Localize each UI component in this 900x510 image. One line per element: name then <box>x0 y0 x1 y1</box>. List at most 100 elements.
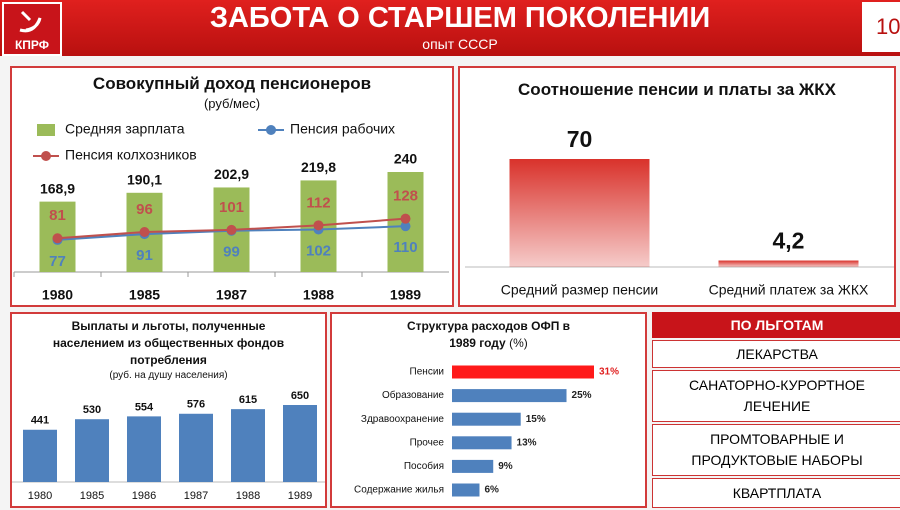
chart-title: Соотношение пенсии и платы за ЖКХ <box>518 80 836 99</box>
chart-subtitle: (руб/мес) <box>203 96 261 111</box>
chart-unit: (%) <box>509 336 528 350</box>
value-label: 219,8 <box>301 159 336 175</box>
benefit-item: КВАРТПЛАТА <box>652 478 900 508</box>
x-tick-label: 1988 <box>236 490 260 502</box>
header: КПРФ ЗАБОТА О СТАРШЕМ ПОКОЛЕНИИ опыт ССС… <box>0 0 900 56</box>
bar <box>231 409 265 482</box>
x-tick-label: 1985 <box>129 287 160 303</box>
value-label: 9% <box>498 461 513 472</box>
panel: 70 Средний размер пенсии 4,2 Средний платеж… <box>458 66 896 307</box>
benefits-title: ПО ЛЬГОТАМ <box>652 312 900 338</box>
y-tick-label: Здравоохранение <box>361 414 445 425</box>
bar <box>179 413 213 482</box>
page-number: 10 <box>862 2 900 52</box>
chart: 70 Средний размер пенсии 4,2 Средний платеж… <box>465 126 894 298</box>
value-label: 128 <box>393 188 418 205</box>
y-tick-label: Пенсии <box>410 367 444 378</box>
value-label: 31% <box>599 367 619 378</box>
value-label: 650 <box>291 390 309 402</box>
bar <box>127 416 161 482</box>
panel: Пенсии 31% Образование 25% Здравоохранение 15… <box>330 312 647 508</box>
legend-label: Пенсия рабочих <box>290 121 395 137</box>
bar <box>509 159 650 267</box>
value-label: 530 <box>83 404 101 416</box>
legend-label: Средняя зарплата <box>65 121 185 137</box>
logo: КПРФ <box>2 2 62 56</box>
value-label: 202,9 <box>214 166 249 182</box>
benefit-item: САНАТОРНО-КУРОРТНОЕ ЛЕЧЕНИЕ <box>652 370 900 422</box>
chart: 1980 1985 1987 1988 1989 Средняя зарплата 168,… <box>13 121 449 303</box>
x-tick-label: 1986 <box>132 490 156 502</box>
chart: Пенсии 31% Образование 25% Здравоохранение 15… <box>354 365 619 497</box>
value-label: 190,1 <box>127 171 162 187</box>
value-label: 110 <box>393 239 417 256</box>
value-label: 554 <box>135 401 154 413</box>
bar <box>452 483 480 497</box>
value-label: 13% <box>517 437 537 448</box>
value-label: 441 <box>31 415 49 427</box>
chart-title: Совокупный доход пенсионеров <box>92 74 372 93</box>
value-label: 615 <box>239 394 257 406</box>
value-label: 102 <box>306 242 331 259</box>
chart-title: Выплаты и льготы, полученные населением … <box>52 319 285 367</box>
bar <box>452 459 494 473</box>
benefit-item: ПРОМТОВАРНЫЕ И ПРОДУКТОВЫЕ НАБОРЫ <box>652 424 900 476</box>
x-tick-label: 1980 <box>28 490 52 502</box>
y-tick-label: Прочее <box>410 437 445 448</box>
y-tick-label: Пособия <box>404 460 444 472</box>
x-tick-label: 1980 <box>42 287 73 303</box>
chart-title-block: Структура расходов ОФП в 1989 году (%) <box>396 318 581 352</box>
slide-title: ЗАБОТА О СТАРШЕМ ПОКОЛЕНИИ <box>209 2 711 34</box>
value-label: 6% <box>484 485 499 496</box>
x-tick-label: 1989 <box>390 287 421 303</box>
marker <box>139 227 150 237</box>
bar <box>718 260 859 267</box>
chart: 441 1980 530 1985 554 1986 576 1987 615 1988 650 19… <box>12 390 325 502</box>
logo-text: КПРФ <box>14 38 50 52</box>
slide-subtitle: опыт СССР <box>422 36 498 52</box>
emblem <box>19 10 42 33</box>
chart-title: Структура расходов ОФП в 1989 году <box>406 319 571 350</box>
value-label: 77 <box>49 253 66 270</box>
value-label: 15% <box>526 414 546 425</box>
x-tick-label: Средний размер пенсии <box>501 282 658 298</box>
x-tick-label: 1989 <box>288 490 312 502</box>
x-tick-label: 1987 <box>184 490 208 502</box>
marker <box>400 213 411 224</box>
bar <box>452 436 512 450</box>
x-tick-label: Средний платеж за ЖКХ <box>709 282 869 298</box>
value-label: 240 <box>394 151 418 167</box>
value-label: 81 <box>49 207 66 224</box>
bar <box>452 365 594 379</box>
bar <box>452 389 567 403</box>
value-label: 101 <box>219 199 244 216</box>
marker <box>400 221 411 232</box>
panel: 1980 1985 1987 1988 1989 Средняя зарплата 168,… <box>10 66 454 307</box>
bar <box>23 429 57 482</box>
value-label: 168,9 <box>40 180 75 196</box>
bar <box>452 412 521 426</box>
benefits-list: ПО ЛЬГОТАМ ЛЕКАРСТВА САНАТОРНО-КУРОРТНОЕ… <box>652 312 900 508</box>
legend-marker <box>266 125 276 135</box>
value-label: 99 <box>223 244 240 261</box>
marker <box>226 224 237 235</box>
legend-label: Пенсия колхозников <box>65 147 197 163</box>
marker <box>313 220 324 231</box>
benefit-item: ЛЕКАРСТВА <box>652 340 900 368</box>
value-label: 112 <box>306 194 330 211</box>
value-label: 25% <box>572 390 592 401</box>
marker <box>52 233 63 244</box>
panel: 441 1980 530 1985 554 1986 576 1987 615 1988 650 19… <box>10 312 327 508</box>
value-label: 4,2 <box>773 228 805 254</box>
bar <box>283 405 317 482</box>
x-tick-label: 1987 <box>216 287 247 303</box>
x-tick-label: 1985 <box>80 490 104 502</box>
chart-subtitle: (руб. на душу населения) <box>109 370 228 381</box>
x-tick-label: 1988 <box>303 287 334 303</box>
value-label: 96 <box>136 201 153 218</box>
bar <box>75 419 109 482</box>
legend-marker <box>41 151 51 161</box>
value-label: 91 <box>136 247 153 264</box>
legend-swatch <box>37 124 55 136</box>
